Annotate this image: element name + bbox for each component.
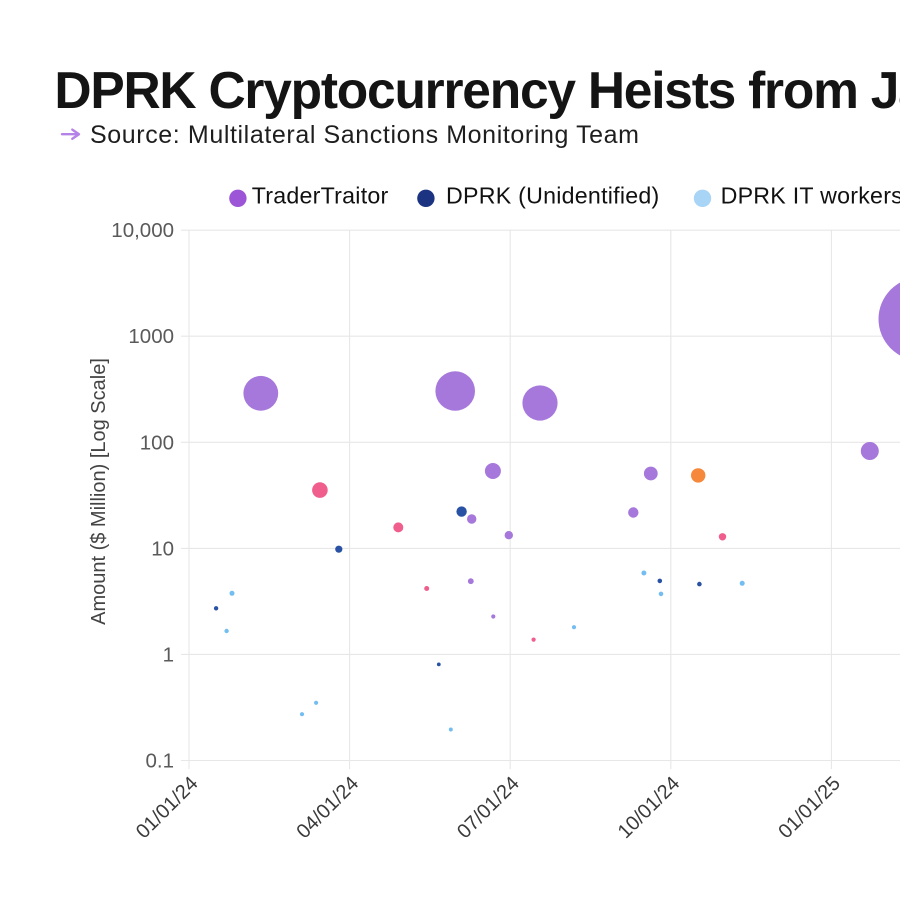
svg-text:04/01/24: 04/01/24 bbox=[293, 772, 364, 843]
svg-text:01/01/24: 01/01/24 bbox=[132, 772, 203, 843]
svg-text:01/01/25: 01/01/25 bbox=[774, 772, 845, 843]
svg-text:10/01/24: 10/01/24 bbox=[614, 772, 685, 843]
svg-text:10: 10 bbox=[151, 537, 174, 560]
svg-text:Amount ($ Million) [Log Scale]: Amount ($ Million) [Log Scale] bbox=[88, 358, 110, 625]
svg-text:DPRK (Unidentified): DPRK (Unidentified) bbox=[446, 183, 660, 209]
svg-text:10,000: 10,000 bbox=[111, 219, 174, 242]
svg-text:1: 1 bbox=[163, 643, 174, 666]
svg-text:1000: 1000 bbox=[128, 325, 174, 348]
svg-text:TraderTraitor: TraderTraitor bbox=[252, 183, 389, 209]
svg-text:0.1: 0.1 bbox=[146, 750, 175, 773]
svg-text:DPRK IT workers: DPRK IT workers bbox=[721, 183, 900, 209]
svg-text:07/01/24: 07/01/24 bbox=[453, 772, 524, 843]
svg-text:100: 100 bbox=[140, 431, 174, 454]
